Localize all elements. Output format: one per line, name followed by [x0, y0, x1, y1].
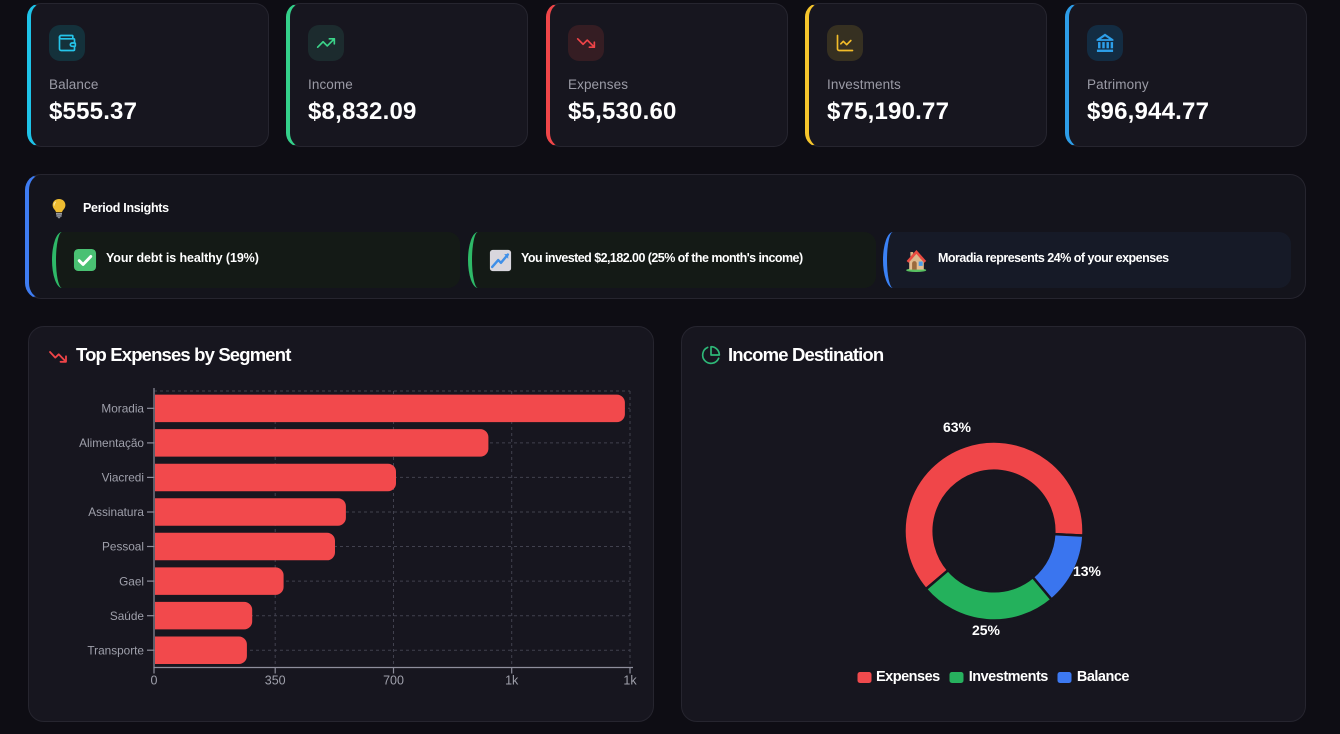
svg-text:1k: 1k	[623, 674, 637, 688]
svg-text:Saúde: Saúde	[110, 609, 145, 623]
svg-text:0: 0	[151, 674, 158, 688]
svg-text:1k: 1k	[505, 674, 519, 688]
svg-text:Pessoal: Pessoal	[102, 540, 144, 554]
svg-text:Alimentação: Alimentação	[79, 436, 144, 450]
svg-text:Moradia: Moradia	[101, 402, 144, 416]
svg-text:700: 700	[383, 674, 404, 688]
svg-text:Viacredi: Viacredi	[102, 471, 144, 485]
svg-text:Transporte: Transporte	[87, 643, 144, 657]
svg-text:Gael: Gael	[119, 574, 144, 588]
svg-text:Assinatura: Assinatura	[88, 505, 144, 519]
svg-text:350: 350	[265, 674, 286, 688]
